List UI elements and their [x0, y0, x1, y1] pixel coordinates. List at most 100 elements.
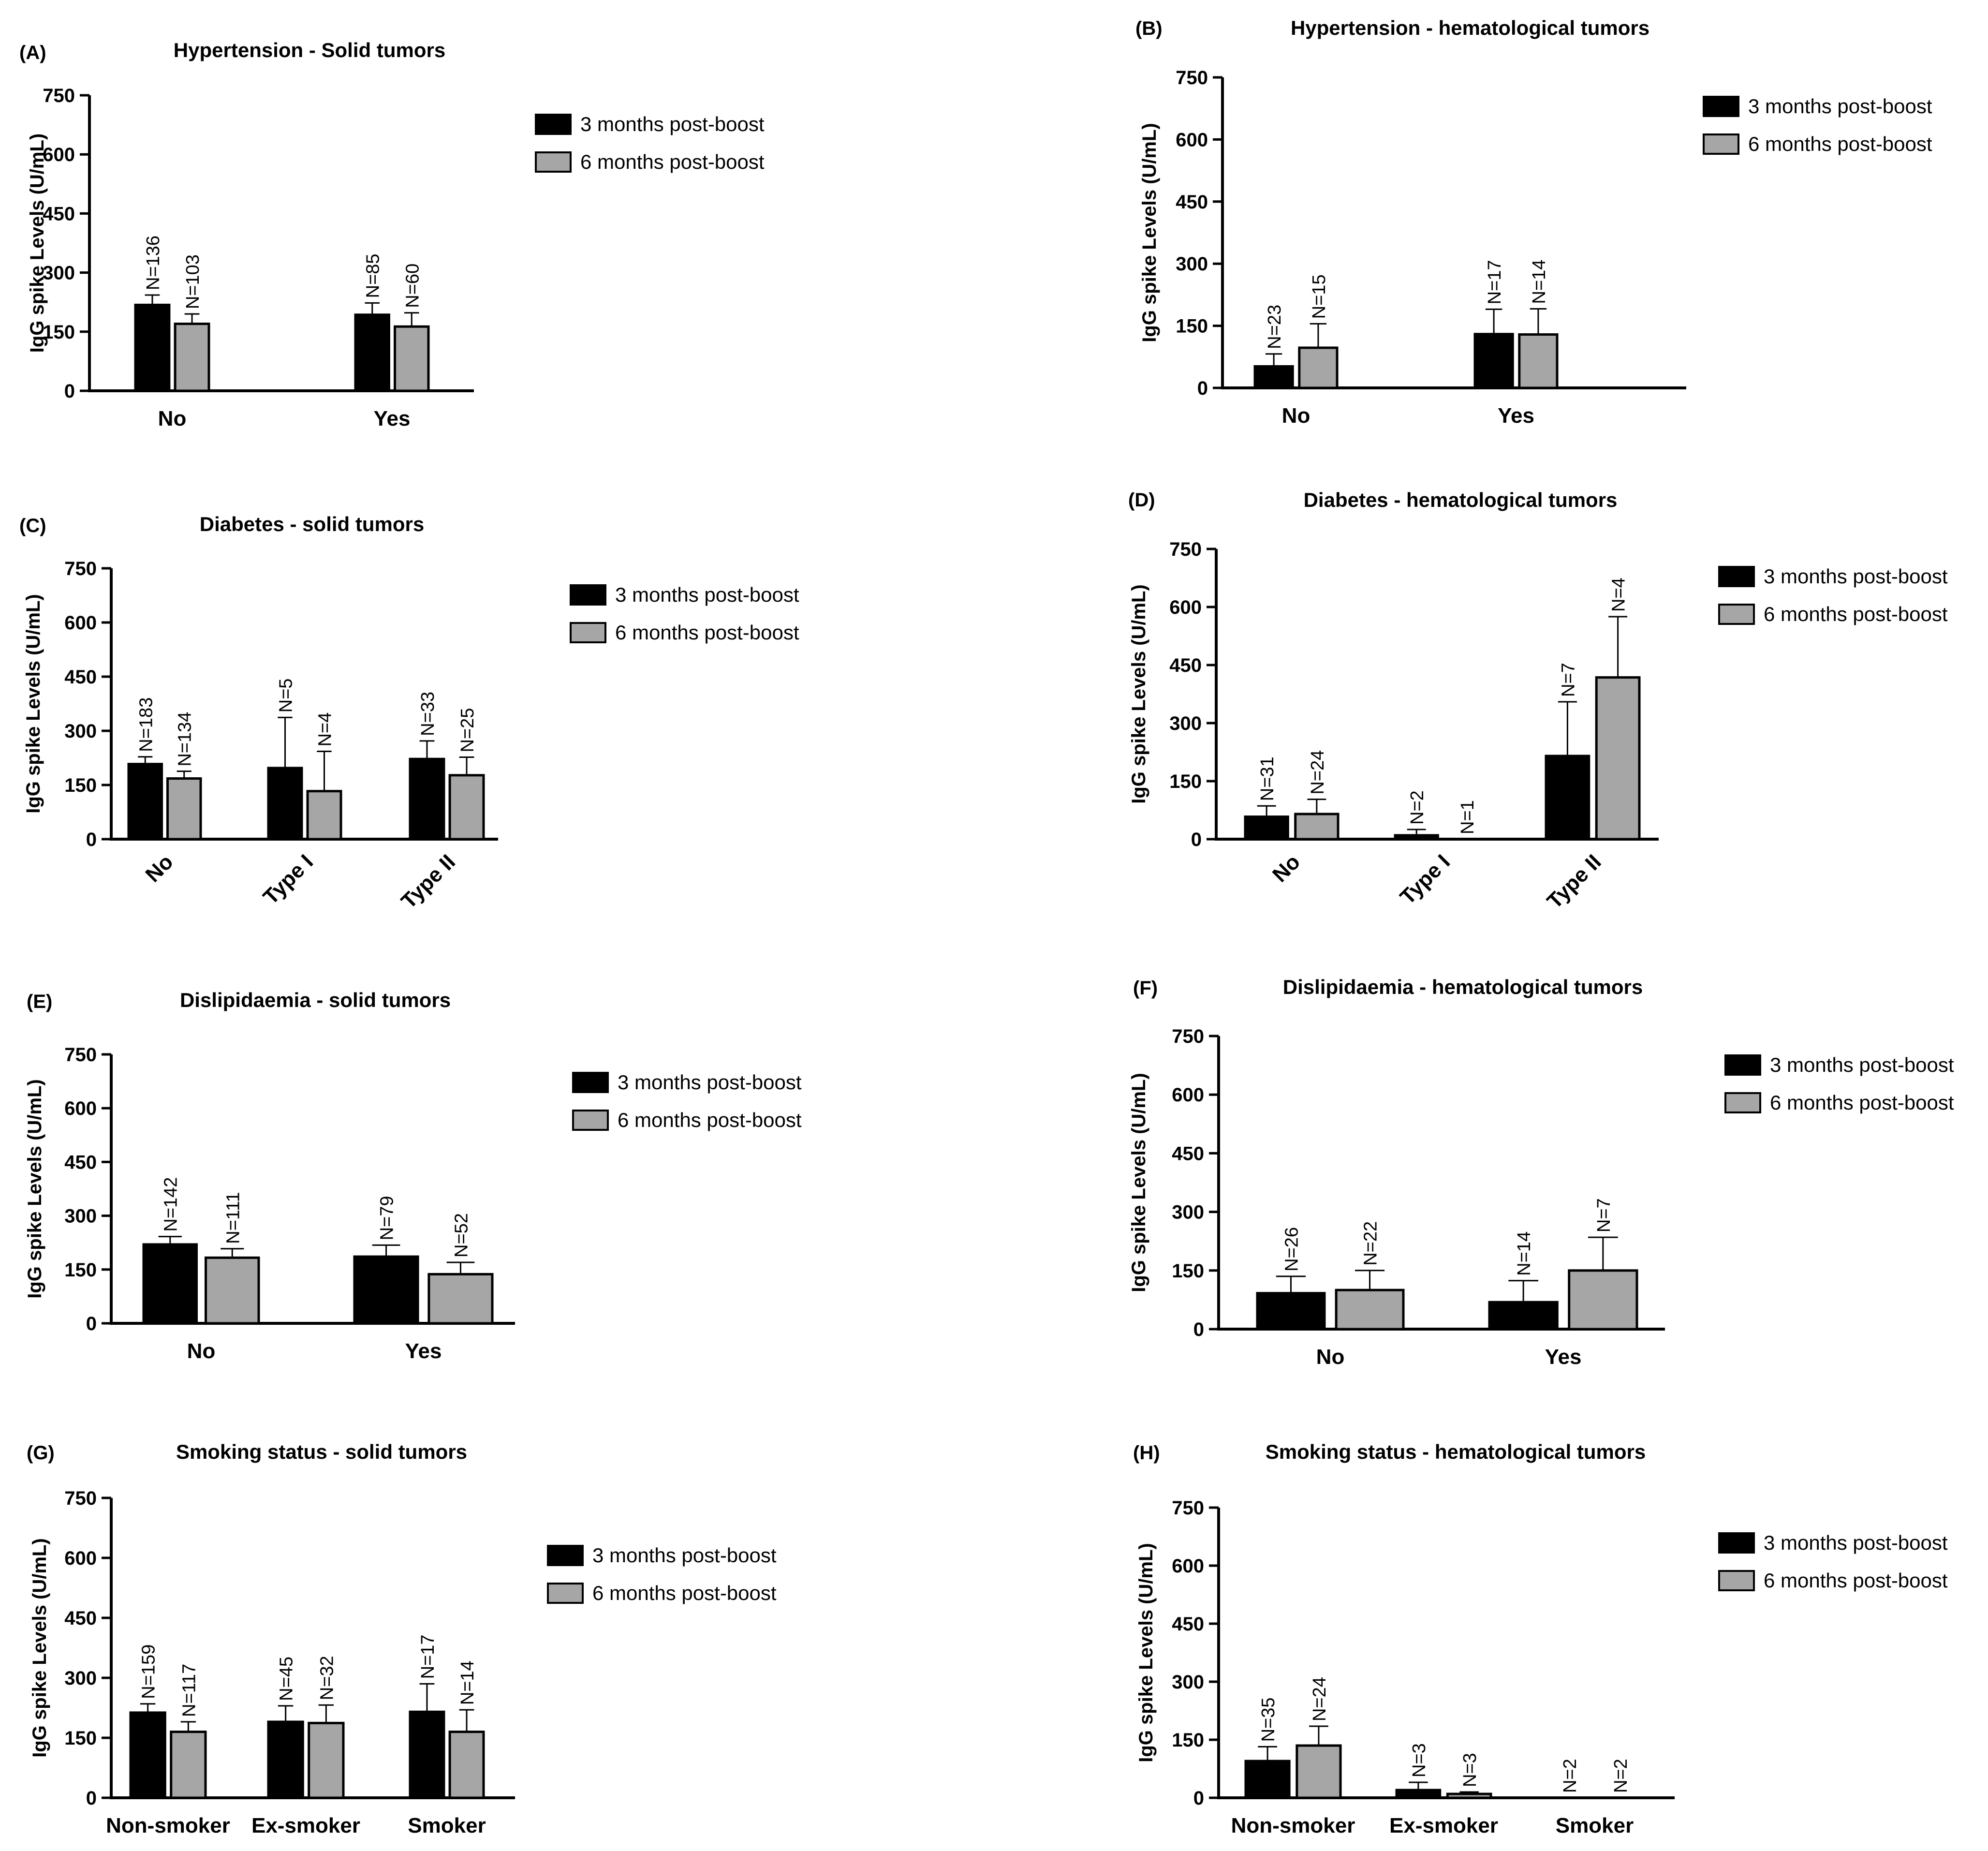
n-label: N=24: [1308, 750, 1328, 795]
panel-letter: (H): [1133, 1442, 1160, 1464]
bar-3m-yes: [353, 1255, 419, 1325]
bar-6m-no: [1335, 1288, 1405, 1331]
bar-6m-ex-smoker: [1446, 1792, 1492, 1799]
n-label: N=117: [179, 1664, 199, 1717]
bar-3m-type-i: [267, 767, 303, 841]
bar-6m-type-ii: [1595, 676, 1641, 841]
n-label: N=4: [1609, 578, 1629, 612]
bar-3m-yes: [1488, 1301, 1559, 1331]
y-tick-label: 300: [1172, 1202, 1204, 1223]
panel-letter: (B): [1135, 18, 1163, 39]
y-tick-label: 750: [43, 85, 75, 106]
chart-panel-h: (H) Smoking status - hematological tumors…: [1133, 1440, 1948, 1837]
x-category-label: Smoker: [1556, 1814, 1634, 1837]
chart-title: Diabetes - hematological tumors: [1304, 489, 1618, 511]
bar-6m-no: [174, 323, 210, 392]
x-category-label: No: [1268, 850, 1305, 887]
legend-swatch-3m: [572, 1072, 609, 1093]
legend-label-3m: 3 months post-boost: [580, 113, 765, 135]
x-category-label: No: [158, 407, 187, 430]
x-category-label: No: [1316, 1345, 1345, 1369]
bar-3m-non-smoker: [129, 1711, 166, 1799]
y-tick-label: 150: [64, 775, 97, 796]
n-label: N=45: [277, 1657, 297, 1701]
y-tick-label: 450: [1172, 1143, 1204, 1164]
y-tick-label: 150: [1176, 316, 1208, 337]
y-tick-label: 450: [64, 666, 97, 688]
legend-label-3m: 3 months post-boost: [1748, 95, 1932, 118]
n-label: N=35: [1258, 1697, 1279, 1742]
panel-letter: (E): [27, 991, 52, 1012]
y-tick-label: 450: [1172, 1614, 1204, 1635]
x-category-label: Yes: [1498, 404, 1534, 428]
legend-swatch-3m: [1724, 1054, 1761, 1076]
chart-panel-c: (C) Diabetes - solid tumors IgG spike Leve…: [19, 513, 799, 913]
chart-panel-b: (B) Hypertension - hematological tumors Ig…: [1135, 16, 1932, 428]
panel-letter: (A): [19, 42, 46, 63]
legend-label-6m: 6 months post-boost: [1764, 1569, 1948, 1592]
bar-6m-type-ii: [448, 774, 485, 841]
y-axis-label: IgG spike Levels (U/mL): [1139, 123, 1160, 342]
x-category-label: Type I: [259, 850, 318, 909]
legend-label-6m: 6 months post-boost: [592, 1582, 777, 1604]
bar-3m-type-i: [1394, 834, 1439, 841]
y-axis-label: IgG spike Levels (U/mL): [1128, 1073, 1149, 1292]
n-label: N=14: [1514, 1231, 1534, 1276]
x-category-label: No: [187, 1339, 216, 1363]
y-tick-label: 300: [64, 1206, 97, 1227]
legend-label-3m: 3 months post-boost: [1764, 1531, 1948, 1554]
y-tick-label: 150: [43, 322, 75, 343]
legend-label-3m: 3 months post-boost: [592, 1544, 777, 1567]
y-tick-label: 750: [64, 1488, 97, 1509]
n-label: N=15: [1309, 274, 1329, 319]
legend-label-3m: 3 months post-boost: [618, 1071, 802, 1094]
bar-6m-yes: [394, 325, 430, 392]
n-label: N=7: [1594, 1198, 1614, 1232]
y-tick-label: 0: [86, 829, 97, 850]
legend-label-6m: 6 months post-boost: [1748, 133, 1932, 155]
x-category-label: Yes: [374, 407, 411, 430]
x-category-label: Type I: [1396, 850, 1455, 909]
chart-title: Hypertension - Solid tumors: [174, 39, 445, 61]
n-label: N=23: [1265, 305, 1285, 349]
x-category-label: Yes: [405, 1339, 442, 1363]
y-tick-label: 450: [64, 1608, 97, 1629]
y-axis-label: IgG spike Levels (U/mL): [29, 1538, 50, 1757]
y-tick-label: 150: [64, 1728, 97, 1749]
bar-6m-no: [1298, 346, 1339, 389]
x-category-label: No: [141, 850, 177, 887]
panel-letter: (F): [1133, 977, 1158, 999]
y-tick-label: 0: [64, 381, 75, 402]
legend-swatch-6m: [1703, 133, 1739, 155]
y-tick-label: 600: [1172, 1084, 1204, 1106]
n-label: N=14: [1529, 260, 1549, 304]
y-tick-label: 600: [1169, 597, 1202, 618]
n-label: N=3: [1409, 1743, 1429, 1777]
y-tick-label: 450: [1176, 192, 1208, 213]
y-tick-label: 450: [43, 203, 75, 224]
bar-3m-type-ii: [409, 757, 445, 841]
y-axis-label: IgG spike Levels (U/mL): [27, 133, 48, 353]
n-label: N=17: [418, 1634, 438, 1679]
bar-6m-no: [166, 777, 202, 841]
y-tick-label: 0: [1197, 378, 1208, 399]
n-label: N=1: [1458, 800, 1478, 834]
y-tick-label: 300: [43, 263, 75, 284]
n-label: N=17: [1485, 260, 1505, 304]
legend-swatch-6m: [572, 1110, 609, 1131]
n-label: N=85: [363, 253, 383, 298]
y-tick-label: 750: [64, 1044, 97, 1066]
y-tick-label: 150: [1169, 771, 1202, 792]
n-label: N=25: [457, 708, 478, 753]
y-tick-label: 600: [43, 144, 75, 165]
bar-3m-no: [142, 1243, 198, 1325]
bar-6m-no: [205, 1256, 260, 1325]
legend-label-6m: 6 months post-boost: [580, 150, 765, 173]
x-category-label: No: [1282, 404, 1311, 428]
legend-swatch-6m: [1724, 1092, 1761, 1113]
bar-6m-yes: [427, 1273, 494, 1325]
legend-swatch-3m: [1718, 566, 1755, 587]
legend-swatch-3m: [570, 584, 606, 606]
x-category-label: Type II: [1543, 850, 1606, 913]
